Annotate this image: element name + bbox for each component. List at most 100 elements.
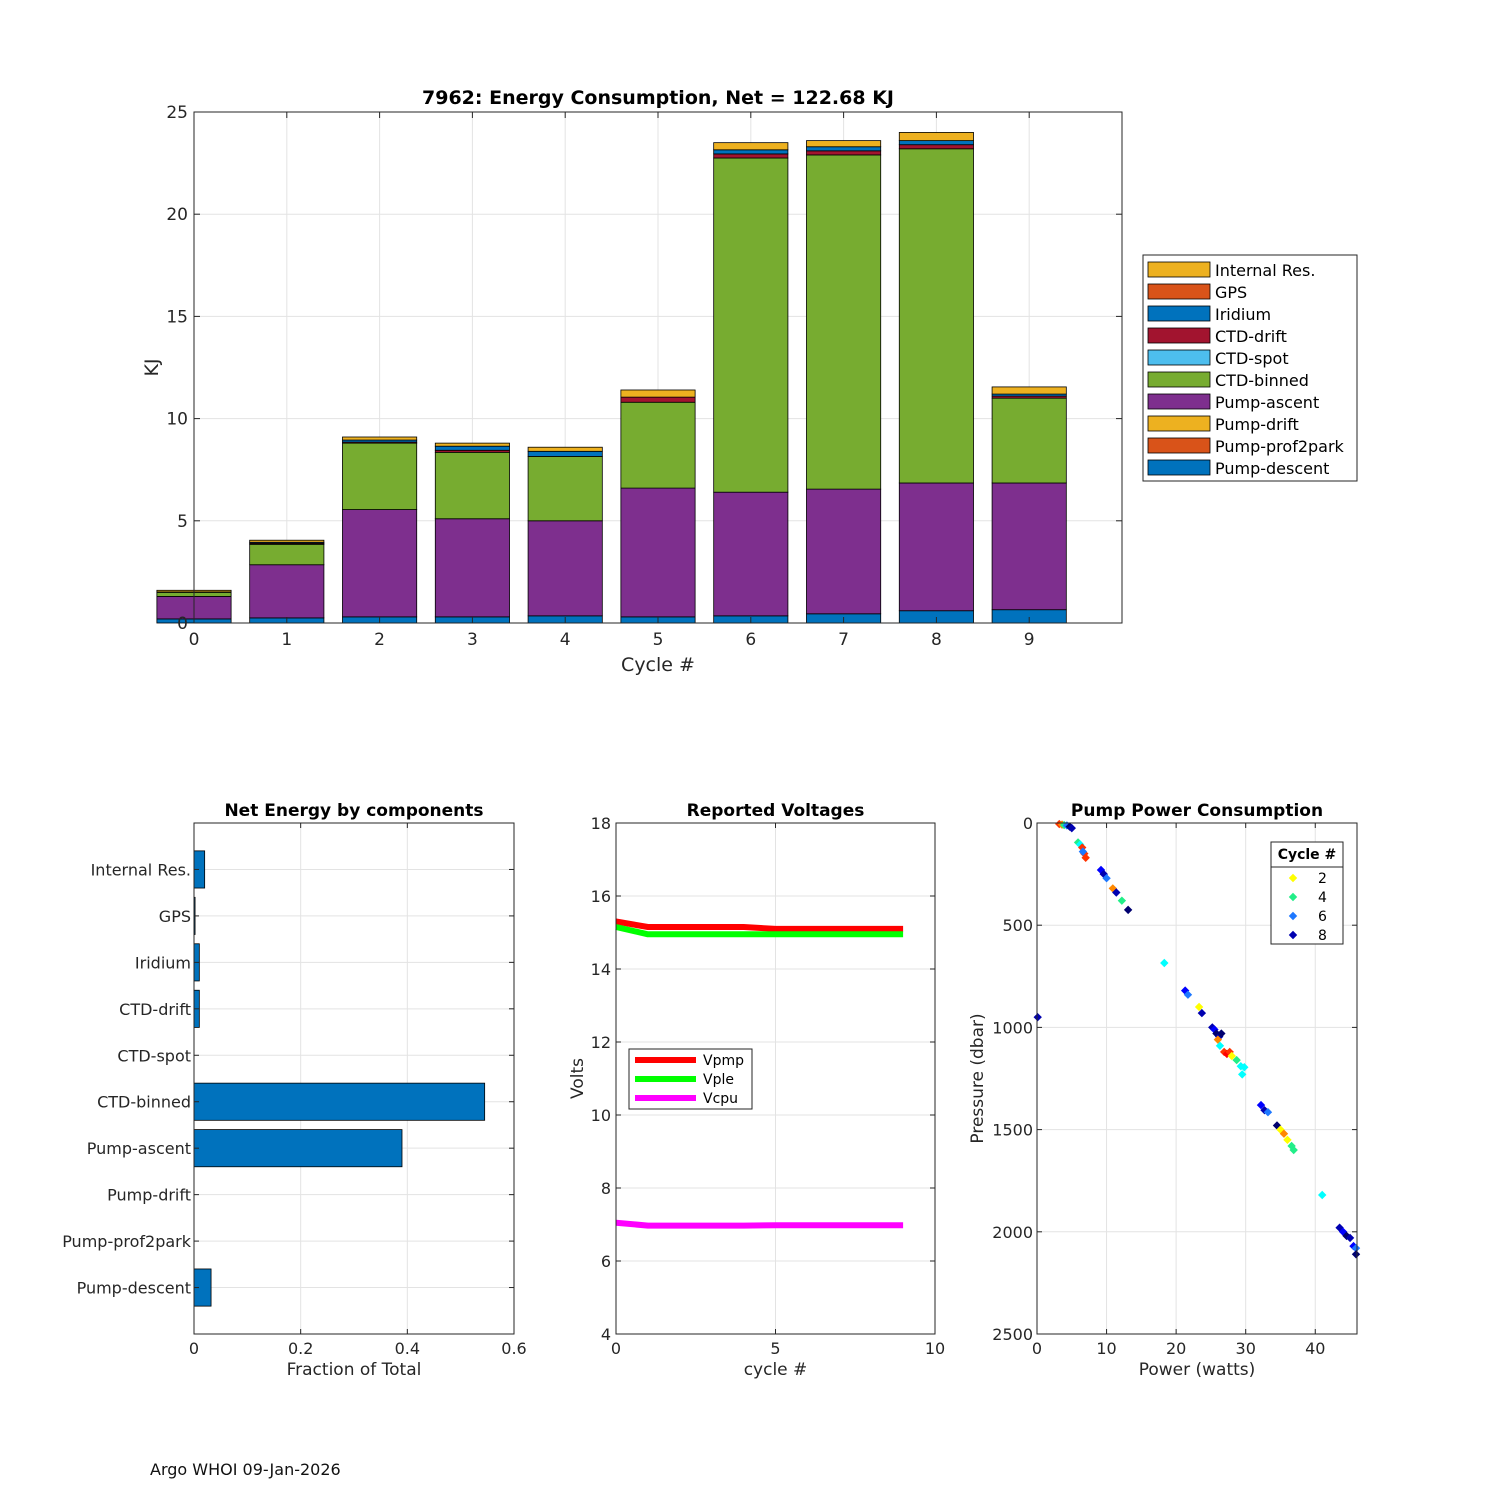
- energy-bar-ctd-drift-cycle-8: [898, 144, 974, 150]
- pump-point: [1183, 990, 1193, 999]
- voltages-y-axis-label: Volts: [568, 1058, 588, 1099]
- pump-point: [1351, 1243, 1361, 1253]
- energy-bar-iridium-cycle-4: [527, 450, 603, 457]
- pump-y-tick-label: 0: [1023, 814, 1033, 833]
- pump-legend-label: 6: [1318, 909, 1327, 925]
- energy-bar-ctd-binned-cycle-6: [713, 157, 789, 493]
- voltages-x-tick-label: 0: [611, 1339, 621, 1358]
- pump-chart-title: Pump Power Consumption: [1071, 801, 1323, 821]
- voltages-line-vcpu: [615, 1219, 904, 1229]
- components-x-axis-label: Fraction of Total: [287, 1360, 422, 1380]
- energy-x-tick-label: 9: [1024, 630, 1035, 650]
- pump-legend-label: 8: [1318, 928, 1327, 944]
- pump-point: [1081, 853, 1090, 862]
- pump-x-tick-label: 10: [1096, 1339, 1116, 1358]
- components-y-tick-label: CTD-binned: [97, 1093, 191, 1112]
- pump-point: [1160, 958, 1169, 968]
- energy-bar-ctd-binned-cycle-8: [898, 148, 974, 484]
- components-x-tick-label: 0: [189, 1339, 199, 1358]
- energy-bar-pump-ascent-cycle-4: [527, 520, 603, 617]
- energy-bar-pump-ascent-cycle-2: [342, 509, 418, 618]
- components-y-tick-label: Pump-drift: [107, 1186, 191, 1205]
- pump-legend-marker-cycle-4: [1288, 892, 1298, 902]
- energy-bar-iridium-cycle-7: [806, 146, 882, 152]
- energy-bar-pump-ascent-cycle-1: [249, 564, 325, 619]
- energy-x-tick-label: 3: [467, 630, 478, 650]
- voltages-y-tick-label: 6: [601, 1252, 611, 1271]
- energy-legend-label: Pump-descent: [1215, 459, 1329, 478]
- pump-point: [1263, 1108, 1273, 1117]
- energy-legend-swatch-gps: [1147, 283, 1211, 300]
- energy-bar-internal-res--cycle-8: [898, 132, 974, 142]
- energy-legend-swatch-iridium: [1147, 305, 1211, 322]
- pump-legend-marker-cycle-6: [1288, 911, 1298, 921]
- energy-y-axis-label: KJ: [141, 358, 163, 376]
- energy-bar-iridium-cycle-8: [898, 140, 974, 146]
- energy-y-tick-label: 25: [166, 103, 188, 123]
- components-y-tick-label: Internal Res.: [91, 860, 191, 879]
- energy-y-tick-label: 0: [177, 614, 188, 634]
- voltages-x-tick-label: 10: [925, 1339, 945, 1358]
- energy-bar-pump-ascent-cycle-8: [898, 482, 974, 612]
- energy-legend-swatch-ctd-binned: [1147, 371, 1211, 388]
- pump-point: [1213, 1035, 1223, 1044]
- energy-x-tick-label: 2: [374, 630, 385, 650]
- energy-bar-pump-ascent-cycle-7: [806, 488, 882, 615]
- voltages-x-tick-label: 5: [770, 1339, 780, 1358]
- voltages-legend-label: Vpmp: [703, 1053, 744, 1069]
- components-bar-ctd-binned: [193, 1082, 486, 1121]
- pump-y-tick-label: 500: [1002, 916, 1033, 935]
- voltages-y-tick-label: 10: [591, 1106, 611, 1125]
- energy-legend-label: CTD-spot: [1215, 349, 1289, 368]
- energy-x-tick-label: 6: [745, 630, 756, 650]
- energy-legend-label: CTD-binned: [1215, 371, 1309, 390]
- energy-y-tick-label: 10: [166, 410, 188, 430]
- pump-y-tick-label: 1000: [992, 1018, 1033, 1037]
- pump-x-tick-label: 0: [1032, 1339, 1042, 1358]
- energy-x-tick-label: 4: [560, 630, 571, 650]
- energy-bar-iridium-cycle-6: [713, 149, 789, 155]
- energy-bar-internal-res--cycle-9: [991, 386, 1067, 395]
- energy-bar-ctd-drift-cycle-6: [713, 153, 789, 159]
- energy-bar-ctd-drift-cycle-7: [806, 150, 882, 156]
- energy-bar-internal-res--cycle-5: [620, 389, 696, 398]
- energy-x-axis-label: Cycle #: [621, 654, 695, 676]
- energy-bar-pump-ascent-cycle-9: [991, 482, 1067, 611]
- energy-bar-pump-ascent-cycle-5: [620, 487, 696, 618]
- energy-y-tick-label: 20: [166, 205, 188, 225]
- pump-point: [1117, 896, 1127, 905]
- components-y-tick-label: GPS: [159, 907, 191, 926]
- voltages-legend-label: Vcpu: [703, 1091, 738, 1107]
- pump-legend-marker-cycle-8: [1288, 930, 1298, 940]
- components-chart-title: Net Energy by components: [224, 801, 483, 821]
- pump-point: [1078, 847, 1088, 856]
- energy-x-tick-label: 1: [281, 630, 292, 650]
- components-x-tick-label: 0.4: [395, 1339, 420, 1358]
- components-y-tick-label: Iridium: [135, 953, 191, 972]
- pump-point: [1279, 1129, 1289, 1138]
- energy-legend-swatch-pump-ascent: [1147, 393, 1211, 410]
- energy-bar-internal-res--cycle-1: [249, 539, 325, 543]
- voltages-y-tick-label: 14: [591, 960, 611, 979]
- voltages-y-tick-label: 4: [601, 1325, 611, 1344]
- energy-legend-swatch-pump-drift: [1147, 415, 1211, 432]
- energy-bar-internal-res--cycle-4: [527, 446, 603, 452]
- pump-legend-label: 4: [1318, 890, 1327, 906]
- pump-point: [1240, 1063, 1249, 1072]
- energy-x-tick-label: 5: [653, 630, 664, 650]
- energy-bar-pump-ascent-cycle-3: [434, 518, 510, 618]
- energy-legend-label: Iridium: [1215, 305, 1271, 324]
- voltages-x-axis-label: cycle #: [744, 1360, 808, 1380]
- pump-point: [1256, 1100, 1266, 1110]
- energy-bar-ctd-binned-cycle-5: [620, 401, 696, 489]
- energy-bar-internal-res--cycle-2: [342, 436, 418, 441]
- energy-legend-label: CTD-drift: [1215, 327, 1287, 346]
- energy-x-tick-label: 0: [189, 630, 200, 650]
- pump-x-axis-label: Power (watts): [1139, 1360, 1256, 1380]
- pump-x-tick-label: 30: [1236, 1339, 1256, 1358]
- pump-legend-marker-cycle-2: [1288, 873, 1298, 883]
- pump-y-tick-label: 1500: [992, 1121, 1033, 1140]
- voltages-chart-title: Reported Voltages: [687, 801, 865, 821]
- pump-x-tick-label: 20: [1166, 1339, 1186, 1358]
- pump-legend-title: Cycle #: [1278, 847, 1337, 863]
